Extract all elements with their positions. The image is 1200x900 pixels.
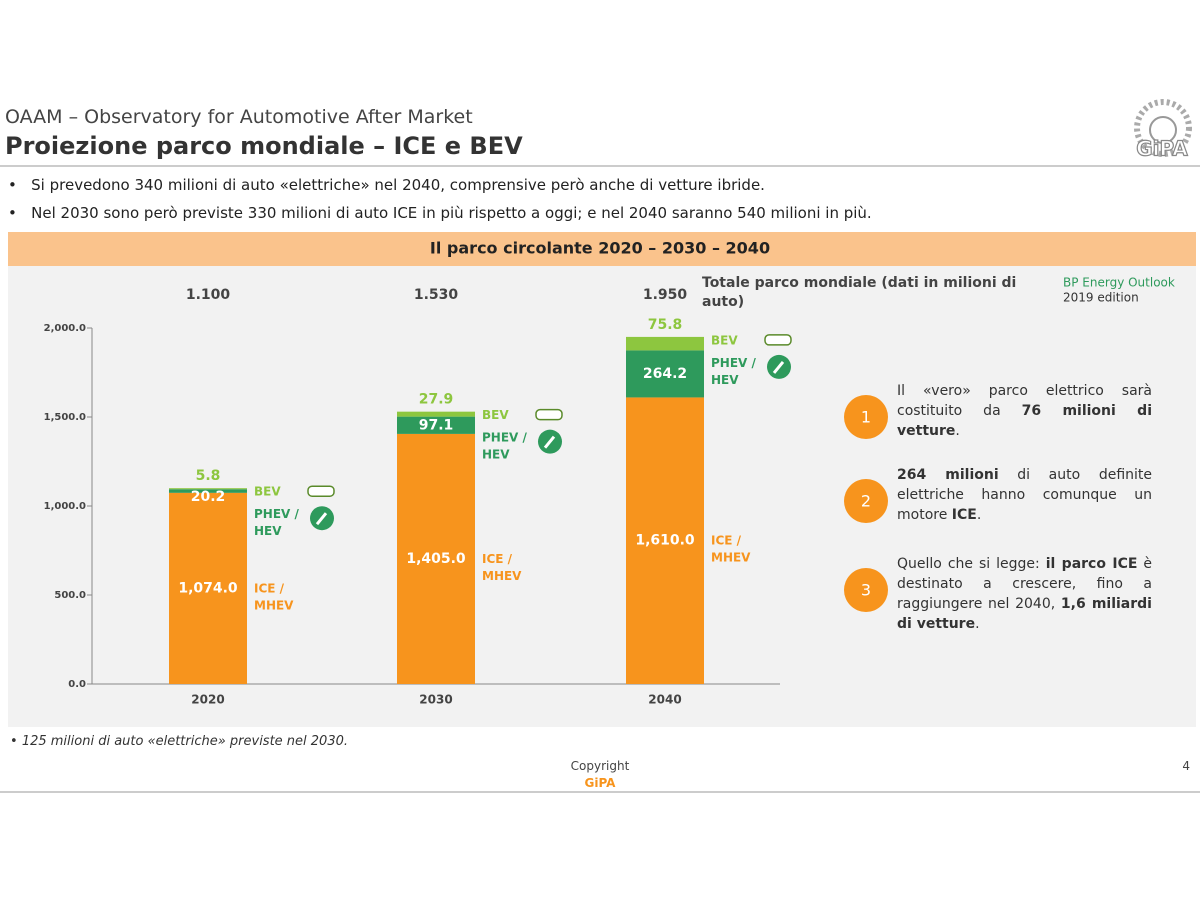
- source: 2019 edition: [1063, 291, 1139, 305]
- bullet-text: Nel 2030 sono però previste 330 milioni …: [31, 204, 872, 222]
- series-label: PHEV / HEV: [254, 507, 300, 538]
- y-tick-label: 2,000.0: [44, 323, 86, 334]
- value-label: 75.8: [648, 317, 683, 333]
- footnote: • 125 milioni di auto «elettriche» previ…: [10, 734, 348, 749]
- bar-segment: [626, 336, 704, 351]
- series-label: PHEV / HEV: [711, 355, 757, 386]
- callout-part: 1,6 miliardi di vetture: [897, 596, 1152, 632]
- callout-badge: [844, 395, 888, 439]
- callout-number: 2: [861, 492, 871, 511]
- value-label: 1,074.0: [178, 580, 238, 596]
- total-label: 1.530: [414, 287, 459, 303]
- value-label: 5.8: [196, 468, 221, 484]
- axis-note: Totale parco mondiale (dati in milioni d…: [702, 275, 1017, 310]
- value-label: 1,405.0: [406, 551, 466, 567]
- value-label: 264.2: [643, 366, 687, 382]
- callout-part: 76 milioni di vetture: [897, 403, 1152, 439]
- plug-icon: [315, 512, 328, 526]
- total-label: 1.100: [186, 287, 231, 303]
- bar-segment: [626, 397, 704, 684]
- series-label: ICE / MHEV: [482, 551, 522, 582]
- brand: GiPA: [584, 776, 616, 790]
- callout-part: Quello che si legge:: [897, 556, 1046, 572]
- bullet-text: Si prevedono 340 milioni di auto «elettr…: [31, 176, 765, 194]
- total-label: 1.950: [643, 287, 688, 303]
- callout-badge: [844, 479, 888, 523]
- callout-number: 3: [861, 581, 871, 600]
- callout-number: 1: [861, 408, 871, 427]
- source: BP Energy Outlook: [1063, 276, 1175, 290]
- copyright: Copyright: [570, 759, 630, 773]
- chart-title: Il parco circolante 2020 – 2030 – 2040: [430, 239, 770, 258]
- y-tick-label: 1,000.0: [44, 501, 86, 512]
- value-label: 97.1: [419, 417, 454, 433]
- x-tick-label: 2020: [191, 693, 224, 707]
- callout-part: .: [976, 507, 982, 523]
- bar-segment: [169, 492, 247, 684]
- callout-part: .: [955, 423, 960, 439]
- bar-segment: [626, 350, 704, 398]
- y-tick-label: 500.0: [54, 590, 86, 601]
- bar-segment: [397, 433, 475, 684]
- bullet: • Nel 2030 sono però previste 330 milion…: [8, 204, 872, 222]
- series-label: BEV: [254, 485, 281, 499]
- callout-text: 264 milioni di auto definite elettriche …: [897, 465, 1152, 525]
- bar-segment: [397, 411, 475, 417]
- callout-part: di auto definite elettriche hanno comunq…: [897, 467, 1153, 523]
- x-tick-label: 2030: [419, 693, 452, 707]
- series-label: PHEV / HEV: [482, 430, 528, 461]
- callout-badge: [844, 568, 888, 612]
- callout-part: è destinato a crescere, fino a raggiunge…: [897, 556, 1152, 612]
- value-label: 1,610.0: [635, 533, 695, 549]
- bar-segment: [169, 488, 247, 490]
- value-label: 27.9: [419, 392, 454, 408]
- bar-segment: [169, 489, 247, 493]
- callout-part: ICE: [951, 507, 977, 523]
- series-label: ICE / MHEV: [254, 581, 294, 612]
- car-icon: [764, 334, 792, 346]
- header-subtitle: OAAM – Observatory for Automotive After …: [5, 106, 473, 128]
- header-title: Proiezione parco mondiale – ICE e BEV: [5, 132, 523, 160]
- y-tick-label: 0.0: [68, 679, 86, 690]
- series-label: BEV: [482, 408, 509, 422]
- chart-banner: [8, 232, 1196, 266]
- plug-icon: [772, 360, 785, 374]
- callout-text: Quello che si legge: il parco ICE è dest…: [897, 554, 1152, 634]
- series-label: BEV: [711, 333, 738, 347]
- callout-part: .: [975, 616, 980, 632]
- x-tick-label: 2040: [648, 693, 681, 707]
- series-label: ICE / MHEV: [711, 533, 751, 564]
- footnote-text: 125 milioni di auto «elettriche» previst…: [21, 734, 348, 749]
- y-tick-label: 1,500.0: [44, 412, 86, 423]
- callout-part: Il «vero» parco elettrico sarà costituit…: [897, 383, 1152, 419]
- car-icon: [307, 485, 335, 497]
- logo-text: GiPA: [1136, 137, 1188, 161]
- bullet: • Si prevedono 340 milioni di auto «elet…: [8, 176, 765, 194]
- value-label: 20.2: [191, 489, 226, 505]
- car-icon: [535, 408, 563, 421]
- callout-part: il parco ICE: [1045, 556, 1138, 572]
- callout-part: 264 milioni: [897, 467, 999, 483]
- logo: GiPA: [1134, 99, 1192, 161]
- plug-icon: [543, 435, 556, 449]
- callout-text: Il «vero» parco elettrico sarà costituit…: [897, 381, 1152, 441]
- bar-segment: [397, 416, 475, 434]
- page-number: 4: [1182, 759, 1190, 773]
